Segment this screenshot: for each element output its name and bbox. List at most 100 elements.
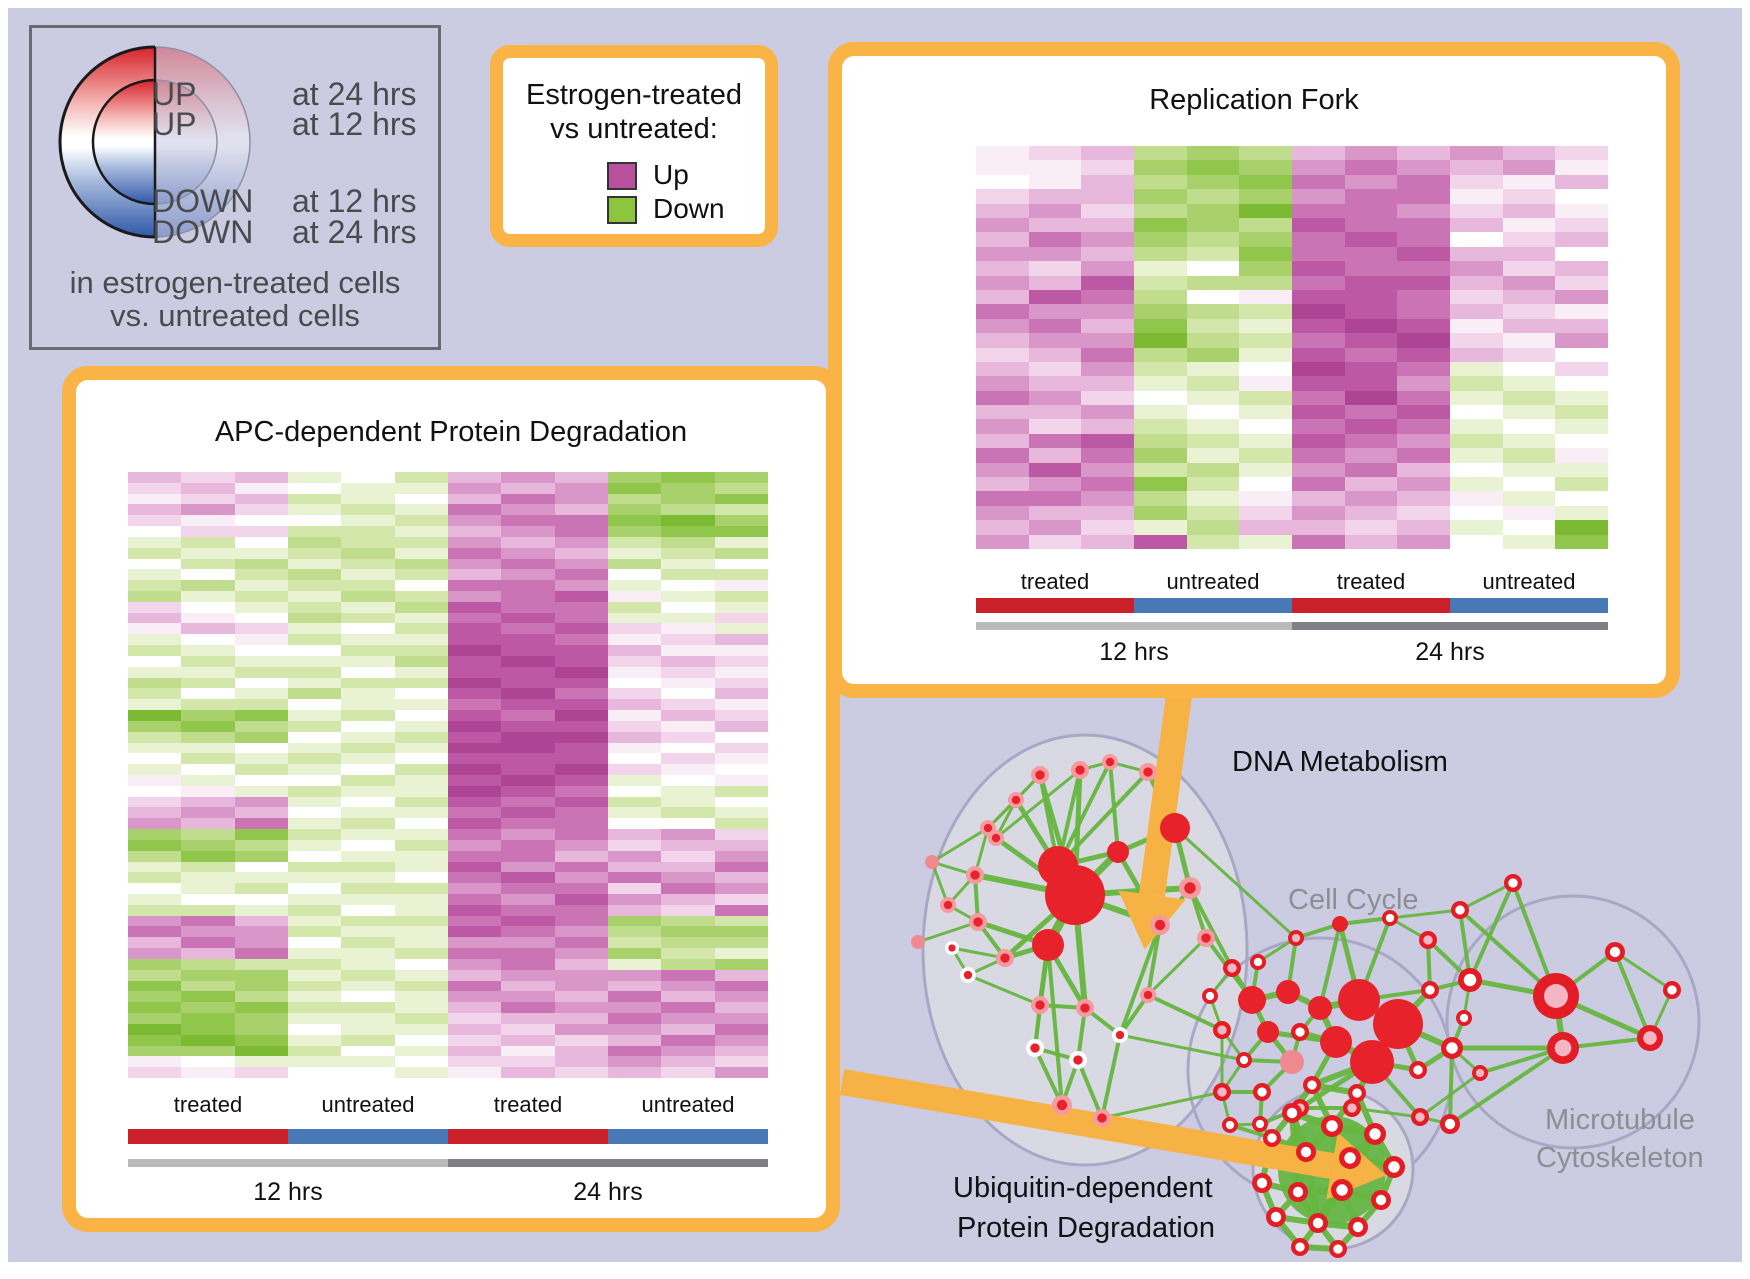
heatmap-cell [1344, 318, 1398, 334]
heatmap-cell [181, 591, 235, 602]
heatmap-cell [287, 623, 342, 635]
heatmap-cell [341, 731, 395, 743]
heatmap-cell [181, 601, 235, 613]
heatmap-cell [501, 601, 555, 613]
heatmap-cell [1344, 477, 1398, 492]
heatmap-cell [234, 1067, 288, 1078]
heatmap-cell [341, 720, 395, 732]
heatmap-cell [287, 958, 342, 970]
heatmap-cell [181, 764, 235, 775]
heatmap-cell [1502, 390, 1556, 406]
gene-node-center [1554, 1039, 1572, 1057]
heatmap-cell [501, 710, 555, 721]
heatmap-cell [287, 904, 342, 916]
network-edge [1173, 826, 1298, 940]
gene-node-center [1115, 1030, 1125, 1040]
heatmap-cell [607, 926, 662, 938]
heatmap-cell [1502, 217, 1556, 233]
heatmap-cell [1081, 160, 1134, 175]
heatmap-cell [128, 591, 182, 602]
heatmap-cell [234, 753, 288, 765]
heatmap-cell [1292, 433, 1345, 449]
heatmap-cell [976, 491, 1029, 506]
gene-node [1032, 929, 1064, 961]
heatmap-cell [181, 969, 235, 981]
heatmap-cell [341, 904, 395, 916]
heatmap-cell [128, 774, 182, 786]
heatmap-cell [607, 980, 662, 992]
heatmap-cell [1239, 160, 1292, 175]
heatmap-cell [128, 547, 182, 559]
heatmap-cell [976, 347, 1029, 362]
heatmap-cell [554, 1002, 608, 1014]
heatmap-cell [1239, 419, 1292, 434]
heatmap-cell [1344, 491, 1398, 506]
heatmap-cell [714, 472, 768, 483]
heatmap-cell [1397, 189, 1450, 204]
heatmap-cell [607, 818, 662, 830]
heatmap-cell [394, 839, 448, 851]
heatmap-cell [714, 785, 768, 797]
heatmap-cell [181, 774, 235, 786]
network-edge [1613, 951, 1652, 1039]
heatmap-cell [341, 1067, 395, 1078]
heatmap-cell [1344, 246, 1398, 262]
heatmap-cell [714, 850, 768, 862]
heatmap-cell [1450, 261, 1503, 276]
heatmap-cell [1239, 448, 1292, 463]
heatmap-cell [1397, 304, 1450, 319]
heatmap-cell [234, 872, 288, 884]
heatmap-cell [661, 958, 715, 970]
gene-node [1320, 1026, 1352, 1058]
heatmap-cell [1555, 333, 1608, 348]
heatmap-cell [1028, 203, 1082, 218]
heatmap-cell [394, 764, 448, 775]
heatmap-cell [234, 785, 288, 797]
gene-node-center [1475, 1068, 1485, 1078]
heatmap-cell [394, 948, 448, 959]
heatmap-cell [554, 991, 608, 1003]
heatmap-cell [1555, 361, 1608, 377]
heatmap-cell [341, 1056, 395, 1068]
heatmap-cell [341, 958, 395, 970]
heatmap-cell [447, 1056, 502, 1068]
heatmap-cell [607, 688, 662, 700]
heatmap-cell [128, 731, 182, 743]
heatmap-cell [714, 1067, 768, 1078]
gene-node-center [1201, 933, 1211, 943]
heatmap-cell [554, 558, 608, 570]
heatmap-cell [341, 796, 395, 808]
heatmap-cell [181, 796, 235, 808]
heatmap-cell [1028, 189, 1082, 204]
heatmap-cell [234, 829, 288, 840]
heatmap-cell [1450, 275, 1503, 290]
network-edge [1614, 950, 1673, 992]
heatmap-cell [1397, 534, 1450, 549]
network-edge [1108, 761, 1120, 853]
gene-node-center [1423, 935, 1433, 945]
heatmap-cell [661, 688, 715, 700]
heatmap-cell [1397, 160, 1450, 175]
heatmap-cell [181, 720, 235, 732]
heatmap-cell [234, 850, 288, 862]
heatmap-cell [341, 818, 395, 830]
heatmap-cell [714, 926, 768, 938]
heatmap-cell [1081, 318, 1134, 334]
down-color-swatch [607, 196, 637, 224]
heatmap-cell [1397, 289, 1450, 305]
heatmap-cell [1186, 534, 1240, 549]
heatmap-cell [341, 861, 395, 873]
heatmap-cell [447, 883, 502, 895]
replication-fork-panel-title: Replication Fork [1149, 84, 1359, 116]
heatmap-cell [287, 720, 342, 732]
heatmap-cell [554, 655, 608, 667]
heatmap-cell [501, 850, 555, 862]
heatmap-cell [128, 1034, 182, 1046]
network-edge [1318, 923, 1342, 1009]
heatmap-cell [234, 536, 288, 548]
gene-node-center [1307, 1080, 1317, 1090]
heatmap-cell [341, 742, 395, 754]
gene-node-center [973, 917, 983, 927]
heatmap-cell [128, 472, 182, 483]
heatmap-cell [287, 894, 342, 905]
